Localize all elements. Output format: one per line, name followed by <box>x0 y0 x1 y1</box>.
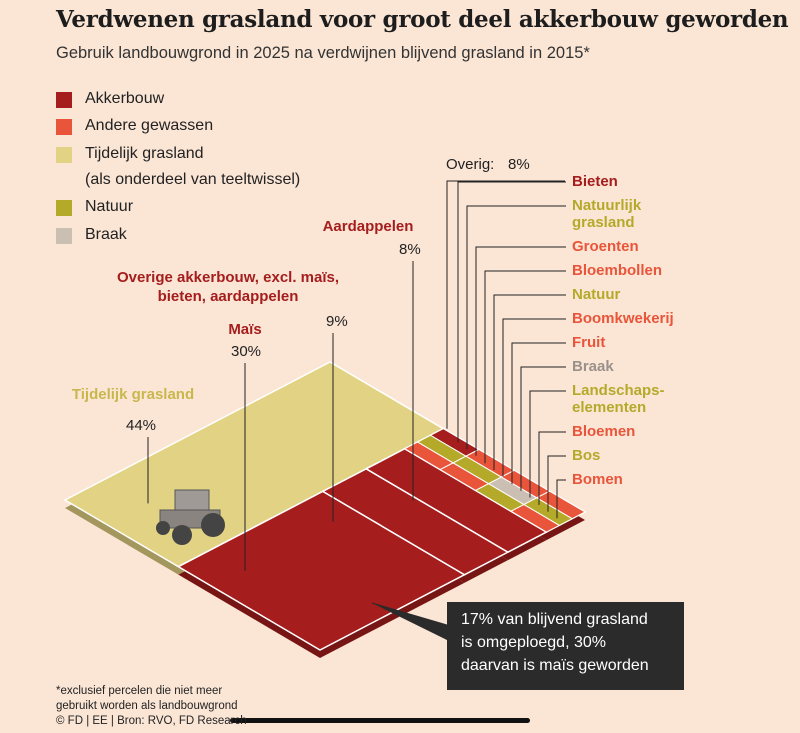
other-label: Boomkwekerij <box>572 310 674 327</box>
other-label: Bomen <box>572 471 623 488</box>
category-label: Overig: <box>446 156 495 173</box>
other-label: Groenten <box>572 238 639 255</box>
legend-swatch <box>56 200 72 216</box>
leader-line <box>446 180 565 429</box>
legend-note: (als onderdeel van teeltwissel) <box>85 171 301 188</box>
category-label: Aardappelen <box>322 218 414 235</box>
chart-subtitle: Gebruik landbouwgrond in 2025 na verdwij… <box>56 44 590 62</box>
legend-swatch <box>56 228 72 244</box>
value-label: 9% <box>326 313 348 330</box>
tractor-icon <box>156 489 225 545</box>
value-label: 8% <box>508 156 530 173</box>
legend-swatch <box>56 147 72 163</box>
leader-line <box>475 246 566 456</box>
callout: 17% van blijvend grasland is omgeploegd, … <box>447 602 684 690</box>
leader-line <box>502 318 566 477</box>
legend-label: Tijdelijk grasland <box>85 145 204 162</box>
other-label: Natuur <box>572 286 621 303</box>
tractor-wheel <box>172 525 192 545</box>
leader-line <box>466 205 566 450</box>
value-label: 44% <box>126 417 157 434</box>
leader-line <box>529 390 566 498</box>
other-label: Bos <box>572 447 601 464</box>
leader-line <box>493 294 566 470</box>
leader-line <box>511 342 566 485</box>
legend-swatch <box>56 119 72 135</box>
leader-line <box>538 431 566 505</box>
tractor-wheel <box>156 521 170 535</box>
tractor-wheel <box>201 513 225 537</box>
callout-line: daarvan is maïs geworden <box>461 657 649 674</box>
leader-line <box>556 479 566 519</box>
legend-swatch <box>56 92 72 108</box>
home-indicator <box>230 718 530 723</box>
chart-title: Verdwenen grasland voor groot deel akker… <box>56 6 789 33</box>
legend-label: Natuur <box>85 198 134 215</box>
other-label: Braak <box>572 358 614 375</box>
category-label: Overige akkerbouw, excl. maïs, bieten, a… <box>116 269 340 305</box>
leader-line <box>520 366 566 491</box>
other-label: Bloembollen <box>572 262 663 279</box>
footnote: gebruikt worden als landbouwgrond <box>56 700 238 712</box>
footnote: © FD | EE | Bron: RVO, FD Research <box>56 715 247 727</box>
legend-label: Braak <box>85 226 127 243</box>
other-label: Bieten <box>572 173 618 190</box>
callout-line: is omgeploegd, 30% <box>461 634 606 651</box>
legend-label: Andere gewassen <box>85 117 214 134</box>
other-label: Landschaps­elementen <box>572 382 665 416</box>
callout-line: 17% van blijvend grasland <box>461 611 648 628</box>
other-label: Fruit <box>572 334 606 351</box>
value-label: 8% <box>399 241 421 258</box>
other-tile <box>510 503 561 533</box>
leader-line <box>547 455 566 512</box>
footnote: *exclusief percelen die niet meer <box>56 685 223 697</box>
category-label: Tijdelijk grasland <box>71 386 195 403</box>
leader-line <box>457 181 566 443</box>
other-label: Natuurlijk grasland <box>572 197 642 231</box>
other-label: Bloemen <box>572 423 636 440</box>
leader-line <box>484 270 566 464</box>
legend-label: Akkerbouw <box>85 90 165 107</box>
value-label: 30% <box>231 343 262 360</box>
category-label: Maïs <box>228 321 262 338</box>
